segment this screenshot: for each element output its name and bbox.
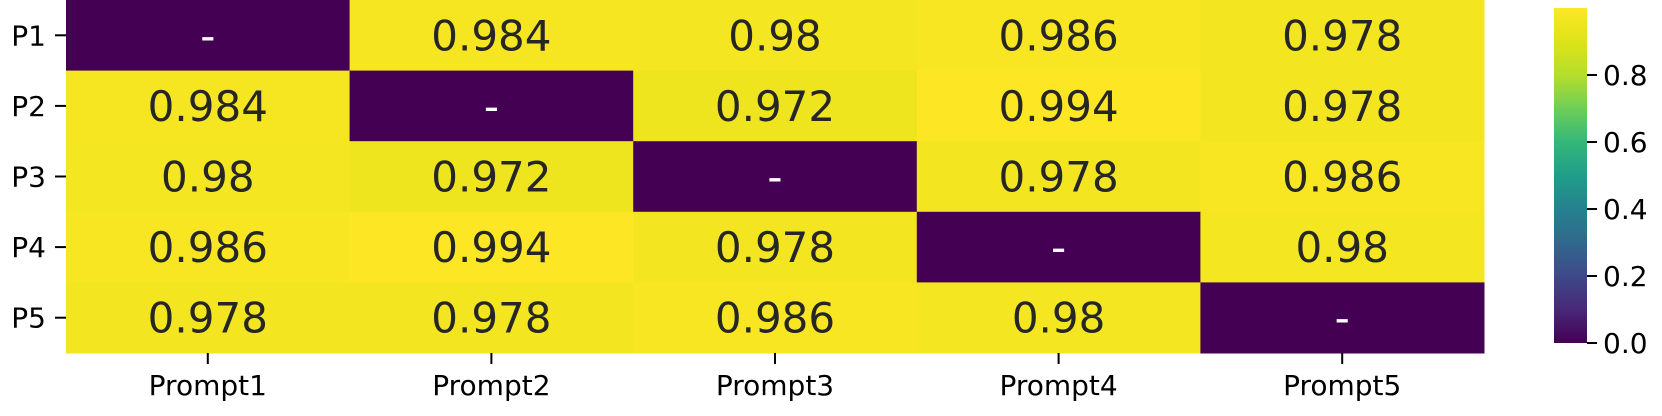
cell-value-label: 0.986 (715, 294, 835, 343)
cell-value-label: 0.98 (1012, 294, 1106, 343)
heatmap-cell (66, 70, 351, 142)
heatmap-cell (916, 0, 1201, 72)
colorbar-tick-label: 0.8 (1603, 59, 1648, 92)
cell-value-label: 0.994 (431, 223, 551, 272)
heatmap-cell (66, 0, 351, 72)
x-tick-label: Prompt1 (149, 369, 267, 402)
x-tick-label: Prompt3 (716, 369, 834, 402)
cell-value-label: 0.978 (431, 294, 551, 343)
colorbar-tick-label: 0.4 (1603, 193, 1648, 226)
heatmap-cell (916, 141, 1201, 213)
heatmap-cell (349, 211, 634, 283)
heatmap-cell (633, 211, 918, 283)
y-tick-label: P2 (11, 90, 46, 123)
heatmap-cell (1200, 70, 1485, 142)
colorbar: 0.0 0.2 0.4 0.6 0.8 (1554, 8, 1648, 360)
cell-value-label: 0.978 (1282, 11, 1402, 60)
heatmap-cell (916, 211, 1201, 283)
x-axis: Prompt1 Prompt2 Prompt3 Prompt4 Prompt5 (149, 353, 1401, 402)
colorbar-gradient (1554, 8, 1587, 343)
colorbar-tick-label: 0.6 (1603, 126, 1648, 159)
colorbar-tick-label: 0.0 (1603, 327, 1648, 360)
heatmap-cell (633, 70, 918, 142)
heatmap-cell (916, 70, 1201, 142)
y-tick-label: P5 (11, 302, 46, 335)
cell-value-label: - (484, 82, 499, 131)
cell-value-label: - (1051, 223, 1066, 272)
cell-value-label: 0.98 (728, 11, 822, 60)
x-tick-label: Prompt4 (999, 369, 1117, 402)
heatmap-cell (916, 282, 1201, 354)
heatmap-cell (1200, 141, 1485, 213)
y-tick-label: P1 (11, 19, 46, 52)
cell-value-label: 0.984 (431, 11, 551, 60)
x-tick-label: Prompt5 (1283, 369, 1401, 402)
cell-value-label: 0.986 (998, 11, 1118, 60)
cell-value-label: - (767, 153, 782, 202)
heatmap-cell (1200, 0, 1485, 72)
cell-value-label: 0.986 (148, 223, 268, 272)
cell-value-label: - (1335, 294, 1350, 343)
cell-value-label: 0.986 (1282, 153, 1402, 202)
y-axis: P1 P2 P3 P4 P5 (11, 19, 66, 335)
heatmap-cell (349, 0, 634, 72)
cell-value-label: 0.994 (998, 82, 1118, 131)
heatmap-cell (66, 211, 351, 283)
cell-value-label: 0.978 (148, 294, 268, 343)
x-tick-label: Prompt2 (432, 369, 550, 402)
heatmap-cell (633, 141, 918, 213)
cell-value-label: 0.972 (715, 82, 835, 131)
heatmap-cell (633, 282, 918, 354)
heatmap-cells (66, 0, 1485, 354)
cell-value-label: 0.98 (1295, 223, 1389, 272)
colorbar-tick-label: 0.2 (1603, 260, 1648, 293)
cell-value-label: - (200, 11, 215, 60)
y-tick-label: P4 (11, 231, 46, 264)
cell-value-label: 0.972 (431, 153, 551, 202)
heatmap-cell (633, 0, 918, 72)
heatmap-cell (349, 141, 634, 213)
cell-value-label: 0.978 (715, 223, 835, 272)
cell-value-label: 0.978 (1282, 82, 1402, 131)
heatmap-cell (1200, 211, 1485, 283)
heatmap-annotations: - 0.984 0.98 0.986 0.978 0.984 - 0.972 0.994 0.97… (148, 11, 1403, 342)
heatmap-cell (66, 282, 351, 354)
y-tick-label: P3 (11, 161, 46, 194)
heatmap-cell (349, 70, 634, 142)
heatmap-cell (349, 282, 634, 354)
heatmap-cell (1200, 282, 1485, 354)
cell-value-label: 0.98 (161, 153, 255, 202)
heatmap-cell (66, 141, 351, 213)
cell-value-label: 0.978 (998, 153, 1118, 202)
cell-value-label: 0.984 (148, 82, 268, 131)
